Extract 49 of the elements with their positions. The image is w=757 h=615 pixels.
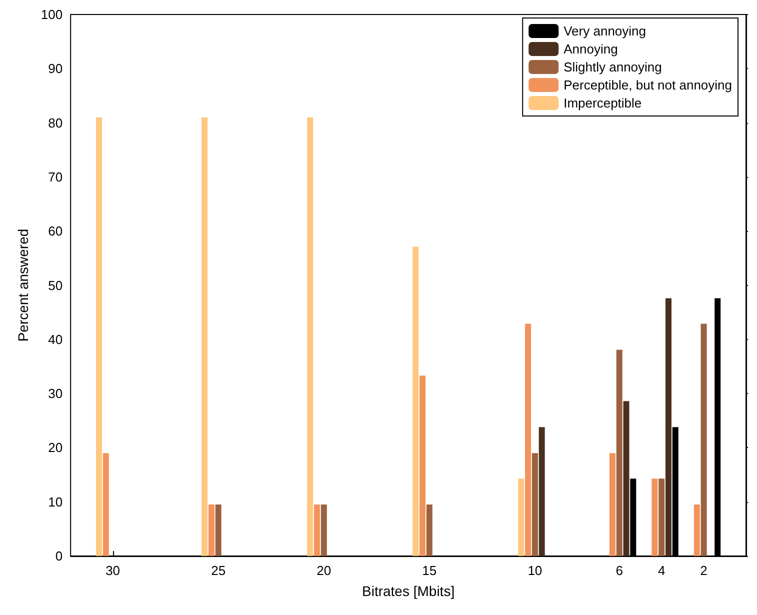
bar xyxy=(623,401,630,556)
y-tick-label: 90 xyxy=(48,61,63,76)
x-tick-label: 15 xyxy=(422,563,437,578)
bar xyxy=(616,350,622,556)
x-tick-label: 4 xyxy=(658,563,666,578)
bar xyxy=(426,504,432,556)
bar xyxy=(320,504,327,556)
legend-label: Perceptible, but not annoying xyxy=(564,78,732,92)
y-tick-label: 40 xyxy=(48,332,63,347)
bar xyxy=(538,427,545,556)
bar xyxy=(609,453,616,556)
y-tick-label: 50 xyxy=(48,278,63,293)
x-tick-label: 2 xyxy=(700,563,708,578)
bar xyxy=(665,298,672,556)
legend-label: Annoying xyxy=(564,42,618,56)
x-tick-label: 6 xyxy=(616,563,623,578)
legend-label: Slightly annoying xyxy=(564,60,662,74)
x-tick-label: 10 xyxy=(528,563,542,578)
bar xyxy=(208,504,214,556)
y-tick-label: 100 xyxy=(40,7,63,22)
bar xyxy=(518,478,524,556)
bar xyxy=(96,117,102,556)
bar xyxy=(412,246,419,556)
legend-label: Very annoying xyxy=(564,24,646,38)
y-tick-label: 70 xyxy=(48,169,63,184)
y-tick-label: 80 xyxy=(48,115,63,130)
bar xyxy=(532,453,538,556)
legend-label: Imperceptible xyxy=(564,96,642,110)
bar xyxy=(652,478,658,556)
bar xyxy=(102,453,109,556)
x-axis-title: Bitrates [Mbits] xyxy=(362,583,455,599)
x-tick-label: 30 xyxy=(106,563,120,578)
bar xyxy=(314,504,320,556)
bar xyxy=(202,117,208,556)
x-tick-label: 20 xyxy=(316,563,332,578)
x-tick-label: 25 xyxy=(211,563,226,578)
bar xyxy=(694,504,700,556)
bar xyxy=(525,324,532,556)
bar xyxy=(658,478,665,556)
bar xyxy=(700,324,707,556)
bar xyxy=(307,117,314,556)
y-tick-label: 30 xyxy=(48,386,63,402)
bar xyxy=(215,504,222,556)
y-tick-label: 20 xyxy=(48,440,63,456)
y-tick-label: 10 xyxy=(48,494,63,510)
bar xyxy=(420,376,426,556)
y-axis-title: Percent answered xyxy=(15,228,31,342)
y-tick-label: 60 xyxy=(48,224,63,239)
y-tick-label: 0 xyxy=(55,548,63,564)
